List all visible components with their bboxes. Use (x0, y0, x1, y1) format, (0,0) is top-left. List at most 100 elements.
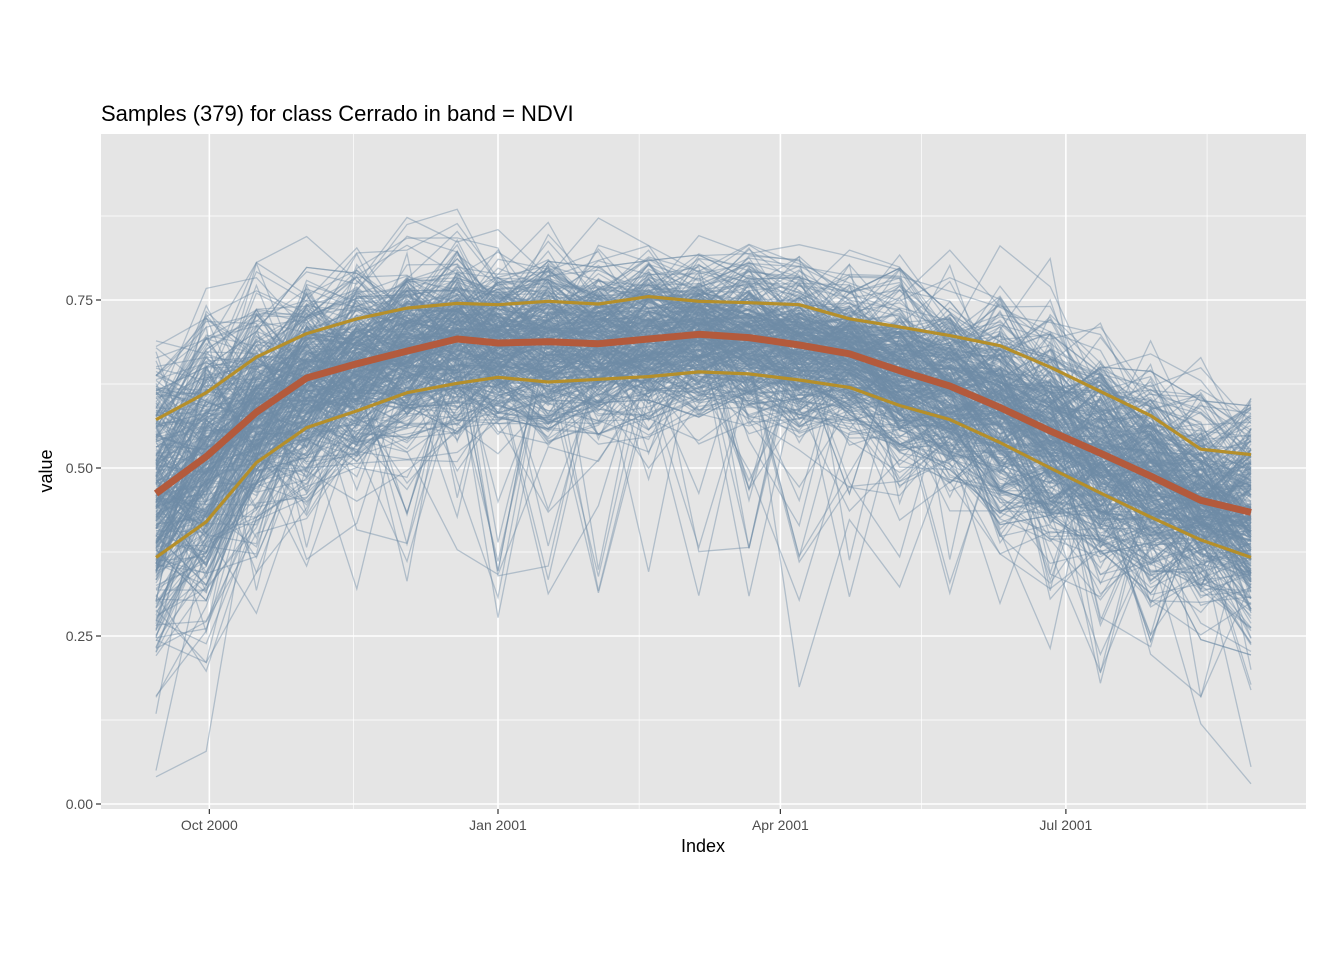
sample-series-line (155, 343, 1252, 698)
sample-series-line (155, 286, 1252, 488)
sample-series-line (155, 358, 1252, 632)
sample-series-line (155, 314, 1252, 510)
sample-series-line (155, 282, 1252, 544)
sample-series-line (155, 326, 1252, 637)
sample-series-line (155, 321, 1252, 563)
sample-series-line (155, 328, 1252, 543)
sample-series-line (155, 314, 1252, 558)
sample-series-line (155, 296, 1252, 499)
upper-quartile-line (155, 295, 1252, 457)
sample-series-line (155, 264, 1252, 483)
sample-series-line (155, 301, 1252, 565)
sample-series-line (155, 250, 1252, 459)
sample-series-line (155, 321, 1252, 548)
sample-series-line (155, 291, 1252, 534)
sample-series-line (155, 340, 1252, 597)
sample-series-line (155, 354, 1252, 609)
sample-series-line (155, 308, 1252, 563)
sample-series-line (155, 328, 1252, 538)
sample-series-line (155, 328, 1252, 557)
sample-series-line (155, 330, 1252, 583)
sample-series-line (155, 267, 1252, 525)
sample-series-line (155, 271, 1252, 501)
sample-series-line (155, 243, 1252, 515)
sample-series-line (155, 311, 1252, 550)
sample-series-line (155, 282, 1252, 480)
sample-series-line (155, 292, 1252, 507)
sample-series-line (155, 280, 1252, 490)
sample-series-line (155, 285, 1252, 538)
sample-series-line (155, 343, 1252, 567)
sample-series-line (155, 376, 1252, 624)
sample-series-line (155, 289, 1252, 491)
y-tick-label: 0.25 (66, 628, 93, 644)
sample-series-line (155, 328, 1252, 632)
sample-series-line (155, 350, 1252, 576)
sample-series-line (155, 279, 1252, 574)
chart-title: Samples (379) for class Cerrado in band … (101, 101, 574, 126)
sample-series-line (155, 308, 1252, 564)
sample-series-line (155, 244, 1252, 456)
sample-series-line (155, 277, 1252, 475)
sample-series-line (155, 328, 1252, 603)
sample-series-line (155, 324, 1252, 565)
sample-series-line (155, 262, 1252, 599)
sample-series-line (155, 319, 1252, 549)
sample-series-line (155, 321, 1252, 599)
y-tick-label: 0.50 (66, 460, 93, 476)
sample-series-line (155, 293, 1252, 472)
sample-series-line (155, 363, 1252, 645)
sample-series-line (155, 350, 1252, 602)
sample-series-line (155, 284, 1252, 482)
sample-series-line (155, 321, 1252, 562)
sample-series-line (155, 318, 1252, 627)
sample-series-line (155, 287, 1252, 539)
sample-series-line (155, 270, 1252, 430)
sample-series-line (155, 351, 1252, 583)
plot-panel (101, 134, 1306, 809)
sample-series-line (155, 303, 1252, 511)
sample-series-line (155, 319, 1252, 545)
sample-series-line (155, 340, 1252, 535)
sample-series-line (155, 352, 1252, 573)
sample-series-line (155, 297, 1252, 576)
sample-series-line (155, 330, 1252, 556)
sample-series-line (155, 366, 1252, 653)
sample-series-line (155, 326, 1252, 544)
sample-series-line (155, 373, 1252, 656)
sample-series-line (155, 297, 1252, 521)
sample-series-line (155, 308, 1252, 531)
sample-series-line (155, 254, 1252, 407)
sample-series-line (155, 342, 1252, 605)
sample-series-line (155, 269, 1252, 592)
sample-series-line (155, 302, 1252, 527)
y-axis-label: value (36, 449, 56, 492)
sample-series-line (155, 254, 1252, 407)
sample-series-line (155, 250, 1252, 527)
sample-series-line (155, 323, 1252, 574)
sample-series-line (155, 294, 1252, 509)
sample-series-line (155, 258, 1252, 482)
sample-series-line (155, 304, 1252, 546)
sample-series-line (155, 233, 1252, 479)
sample-series-line (155, 280, 1252, 528)
x-tick-label: Apr 2001 (752, 817, 809, 833)
sample-series-line (155, 333, 1252, 525)
sample-series-line (155, 317, 1252, 618)
sample-series-line (155, 324, 1252, 560)
sample-series-line (155, 277, 1252, 458)
summary-lines (153, 295, 1252, 559)
sample-series-line (155, 344, 1252, 691)
sample-series-line (155, 303, 1252, 553)
sample-series-line (155, 250, 1252, 714)
sample-series-line (155, 298, 1252, 575)
sample-series-line (155, 266, 1252, 521)
sample-series-line (155, 305, 1252, 542)
sample-series-line (155, 317, 1252, 609)
sample-series-line (155, 260, 1252, 458)
sample-series-line (155, 308, 1252, 530)
sample-series-line (155, 304, 1252, 551)
sample-series-line (155, 311, 1252, 575)
sample-series-line (155, 316, 1252, 520)
